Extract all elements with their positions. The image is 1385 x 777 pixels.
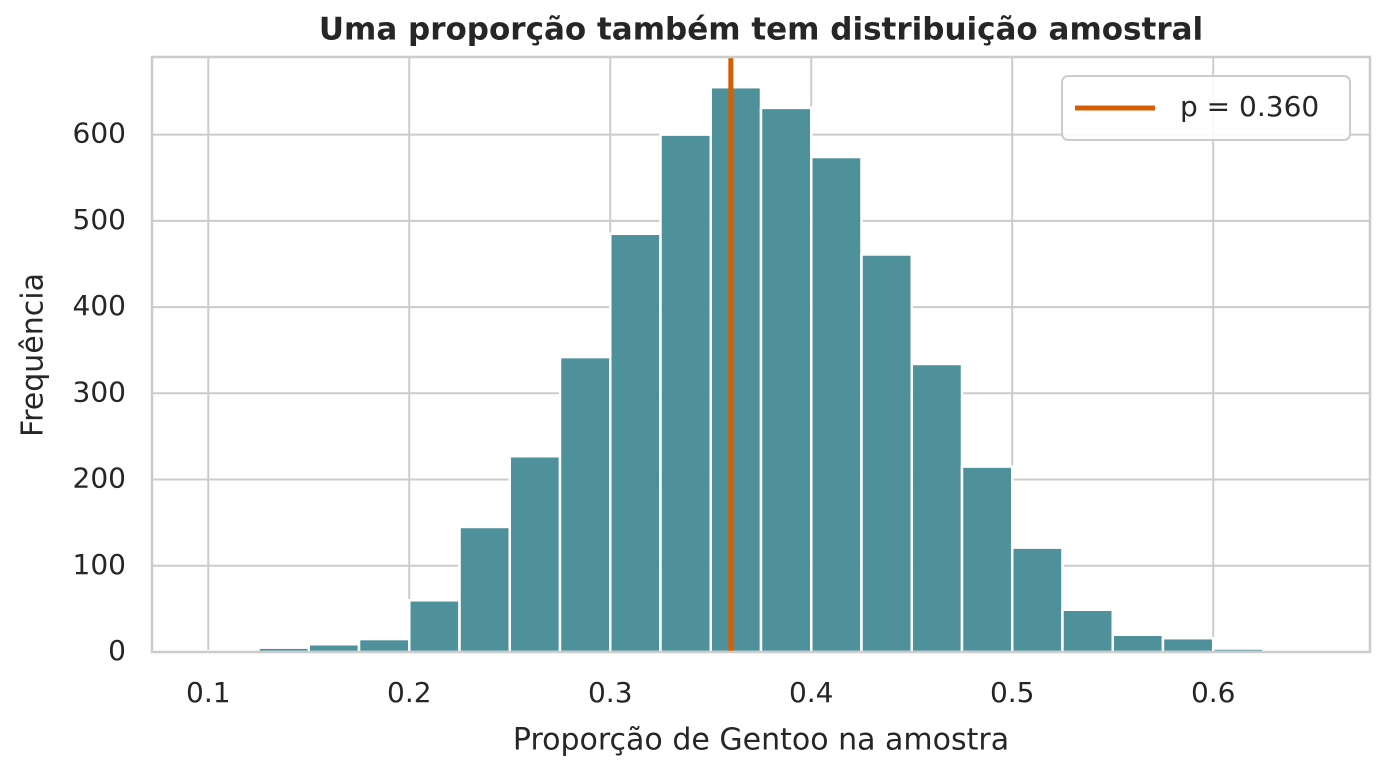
bar <box>809 155 863 654</box>
bar <box>1061 608 1114 654</box>
y-tick-label: 0 <box>108 634 126 667</box>
x-tick-label: 0.6 <box>1191 676 1236 709</box>
y-tick-label: 400 <box>73 289 126 322</box>
x-tick-label: 0.4 <box>789 676 834 709</box>
x-tick-label: 0.1 <box>186 676 231 709</box>
bar <box>860 253 913 654</box>
y-tick-label: 200 <box>73 462 126 495</box>
bar <box>1010 546 1064 654</box>
bar <box>759 106 813 654</box>
bar <box>1111 633 1165 654</box>
bar <box>1161 636 1215 654</box>
bar <box>709 85 763 654</box>
bar <box>357 637 411 654</box>
legend-label: p = 0.360 <box>1180 90 1319 123</box>
x-tick-label: 0.5 <box>990 676 1035 709</box>
x-tick-label: 0.2 <box>387 676 432 709</box>
legend-box <box>1061 75 1351 141</box>
x-tick-label: 0.3 <box>588 676 633 709</box>
bar <box>609 232 662 654</box>
bar <box>458 525 512 654</box>
bar <box>408 599 461 654</box>
y-tick-label: 500 <box>73 203 126 236</box>
chart-title: Uma proporção também tem distribuição am… <box>319 12 1203 48</box>
plot-frame <box>150 55 1372 654</box>
bar <box>659 133 713 654</box>
bar <box>508 455 562 654</box>
x-axis-label: Proporção de Gentoo na amostra <box>513 723 1009 758</box>
bar <box>960 465 1014 654</box>
bar <box>558 355 612 654</box>
y-tick-label: 300 <box>73 375 126 408</box>
y-axis-label: Frequência <box>16 273 51 437</box>
y-tick-label: 100 <box>73 548 126 581</box>
bar <box>910 362 964 654</box>
y-tick-label: 600 <box>73 117 126 150</box>
